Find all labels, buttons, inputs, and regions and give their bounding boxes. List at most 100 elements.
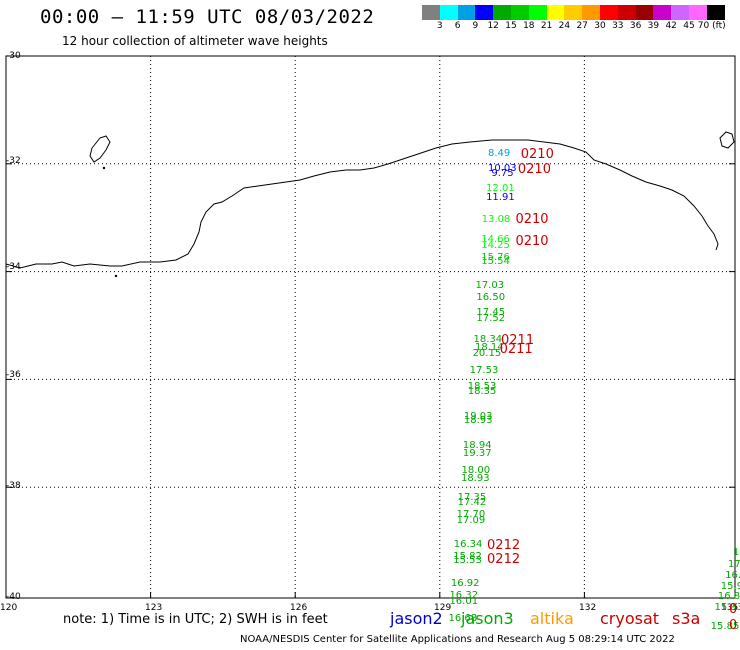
- swh-value-label: 17.52: [476, 312, 506, 324]
- colorbar-label: 24: [558, 21, 571, 31]
- lon-label: 129: [434, 603, 452, 613]
- swh-value-label: 16.68: [448, 612, 478, 624]
- lon-label: 135: [721, 603, 739, 613]
- swh-value-label: 17.42: [457, 496, 487, 508]
- colorbar-label: 30: [594, 21, 606, 31]
- swh-value-label: 13.08: [481, 214, 511, 225]
- swh-value-label: 15.76: [481, 251, 510, 263]
- swh-value-label: 15.53: [453, 555, 482, 567]
- swh-value-label: 12.01: [486, 182, 515, 194]
- colorbar-label: 39: [647, 21, 660, 31]
- colorbar-swatch: [493, 5, 511, 20]
- satellite-legend-jason2: jason2: [390, 609, 443, 628]
- colorbar-swatch: [564, 5, 583, 20]
- swh-value-label: 18.35: [467, 386, 497, 398]
- lat-label: -30: [6, 51, 21, 61]
- swh-value-label: 17.35: [457, 491, 487, 503]
- swh-value-label: 15.54: [481, 256, 510, 268]
- time-label: 0210: [520, 146, 554, 162]
- swh-value-label: 17.53: [469, 364, 499, 376]
- time-label: 0: [729, 618, 738, 634]
- note-text: note: 1) Time is in UTC; 2) SWH is in fe…: [63, 612, 328, 627]
- small-island: [102, 166, 106, 170]
- swh-value-label: 17.09: [456, 514, 486, 526]
- swh-value-label: 16.92: [450, 577, 480, 589]
- swh-value-label: 19.37: [462, 448, 492, 460]
- swh-value-label: 15.85: [710, 620, 740, 632]
- satellite-legend-jason3: jason3: [461, 609, 514, 628]
- swh-value-label: 11.91: [486, 192, 515, 204]
- lat-label: -40: [6, 592, 21, 602]
- recherche-islands: [89, 135, 111, 163]
- lat-label: -38: [6, 481, 21, 491]
- colorbar-swatch: [439, 5, 458, 20]
- colorbar-swatch: [475, 5, 494, 20]
- time-label: 0211: [499, 342, 533, 358]
- colorbar-swatch: [422, 5, 440, 20]
- time-label: 0210: [517, 161, 551, 177]
- small-island: [114, 274, 118, 278]
- footer-credit: NOAA/NESDIS Center for Satellite Applica…: [240, 634, 675, 645]
- map-gridlines: [6, 56, 735, 598]
- colorbar-label: 42: [665, 21, 677, 31]
- colorbar-label: 45: [683, 21, 695, 31]
- swh-value-label: 9.75: [491, 168, 514, 180]
- swh-value-label: 18.00: [461, 464, 491, 476]
- chart-subtitle: 12 hour collection of altimeter wave hei…: [62, 34, 328, 48]
- colorbar: [422, 5, 725, 20]
- swh-value-label: 18.14: [474, 342, 504, 354]
- colorbar-label: 27: [576, 21, 588, 31]
- swh-value-label: 19.03: [463, 410, 493, 422]
- colorbar-label: 15: [505, 21, 517, 31]
- swh-value-label: 15.82: [453, 550, 482, 562]
- swh-value-label: 8.49: [488, 148, 511, 160]
- map-ticks: [6, 163, 735, 598]
- colorbar-swatch: [546, 5, 565, 20]
- swh-value-label: 10.03: [488, 162, 517, 174]
- lon-label: 126: [290, 603, 308, 613]
- coastline-south-australia: [5, 139, 719, 269]
- satellite-legend-altika: altika: [530, 609, 574, 628]
- lon-label: 132: [579, 603, 597, 613]
- colorbar-swatch: [599, 5, 618, 20]
- colorbar-swatch: [688, 5, 707, 20]
- colorbar-label: 21: [540, 21, 553, 31]
- swh-value-label: 18.93: [461, 472, 490, 484]
- colorbar-label: 33: [612, 21, 624, 31]
- swh-value-label: 16.9: [725, 569, 740, 581]
- swh-value-label: 15.93: [714, 602, 740, 614]
- swh-value-label: 17.4: [728, 558, 740, 570]
- swh-value-label: 18.94: [462, 440, 492, 452]
- colorbar-swatch: [635, 5, 654, 20]
- swh-value-label: 17.45: [476, 306, 506, 318]
- lat-label: -36: [6, 370, 21, 380]
- lat-label: -32: [6, 156, 21, 166]
- chart-title: 00:00 – 11:59 UTC 08/03/2022: [40, 6, 375, 28]
- colorbar-swatch: [528, 5, 547, 20]
- colorbar-swatch: [617, 5, 636, 20]
- swh-value-label: 16.01: [449, 595, 479, 607]
- map-frame: [5, 55, 736, 599]
- swh-value-label: 18.34: [473, 334, 503, 346]
- colorbar-label: 6: [454, 21, 461, 31]
- colorbar-label: 36: [629, 21, 642, 31]
- colorbar-label: 3: [436, 21, 443, 31]
- swh-value-label: 16.34: [453, 539, 483, 551]
- satellite-legend-s3a: s3a: [672, 609, 701, 628]
- lon-label: 123: [145, 603, 163, 613]
- swh-value-label: 14.25: [481, 239, 510, 251]
- swh-value-label: 17.70: [456, 509, 486, 521]
- swh-value-label: 18.93: [463, 415, 493, 427]
- swh-value-label: 16.32: [449, 590, 479, 602]
- coastline-east-fragment: [719, 131, 735, 149]
- swh-value-label: 14.66: [481, 234, 510, 246]
- colorbar-swatch: [653, 5, 672, 20]
- time-label: 0210: [515, 212, 549, 228]
- colorbar-swatch: [706, 5, 725, 20]
- satellite-legend-cryosat: cryosat: [600, 609, 660, 628]
- colorbar-swatch: [671, 5, 689, 20]
- swh-value-label: 18.53: [467, 381, 497, 393]
- swh-value-label: 15.93: [720, 580, 740, 592]
- time-label: 0212: [487, 551, 521, 567]
